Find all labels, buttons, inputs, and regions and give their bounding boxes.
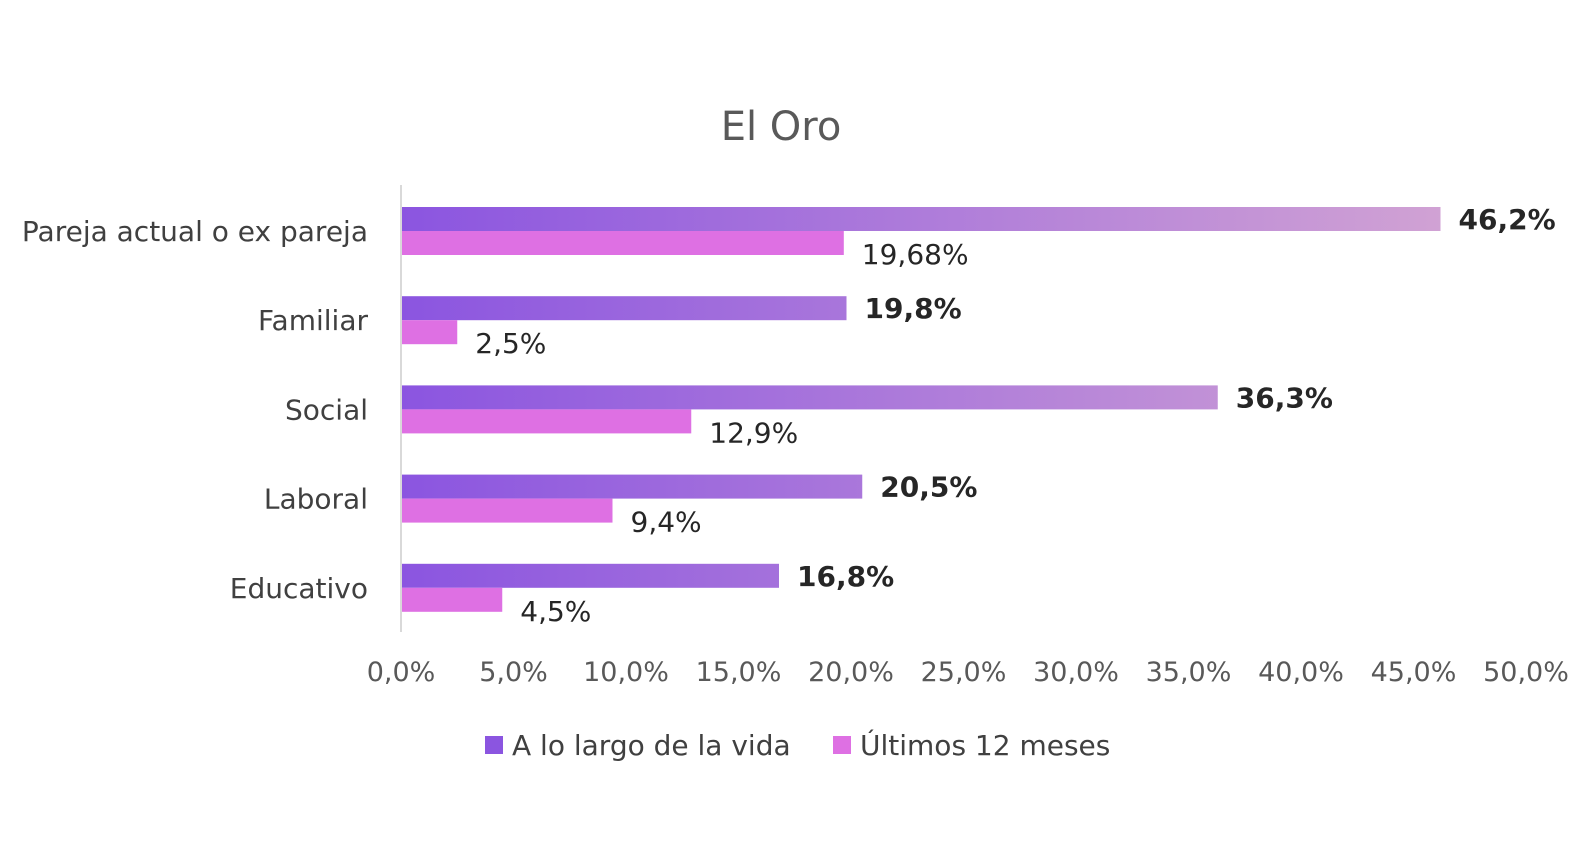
- x-tick-label: 25,0%: [921, 657, 1007, 688]
- x-tick-label: 40,0%: [1258, 657, 1344, 688]
- data-label-lifetime-social: 36,3%: [1236, 381, 1333, 414]
- bar-lifetime-pareja-actual-o-ex-pareja: [401, 207, 1441, 231]
- x-tick-label: 0,0%: [367, 657, 436, 688]
- bars-layer: [401, 207, 1441, 612]
- data-label-last12-familiar: 2,5%: [475, 327, 546, 360]
- x-tick-label: 5,0%: [479, 657, 548, 688]
- bar-lifetime-laboral: [401, 474, 863, 499]
- x-axis-tick-labels: 0,0% 5,0% 10,0% 15,0% 20,0% 25,0% 30,0% 35,0% 40…: [367, 657, 1569, 688]
- category-label-familiar: Familiar: [258, 304, 368, 337]
- bar-last12-laboral: [401, 498, 613, 523]
- data-label-lifetime-familiar: 19,8%: [865, 292, 962, 325]
- x-tick-label: 10,0%: [583, 657, 669, 688]
- data-label-last12-pareja-actual-o-ex-pareja: 19,68%: [862, 238, 969, 271]
- x-tick-label: 35,0%: [1146, 657, 1232, 688]
- data-label-last12-educativo: 4,5%: [520, 595, 591, 628]
- bar-lifetime-social: [401, 385, 1218, 410]
- legend-label-last12: Últimos 12 meses: [860, 728, 1110, 762]
- x-tick-label: 30,0%: [1033, 657, 1119, 688]
- bar-lifetime-educativo: [401, 563, 779, 588]
- bar-last12-pareja-actual-o-ex-pareja: [401, 231, 844, 255]
- category-label-educativo: Educativo: [230, 572, 368, 605]
- bar-last12-social: [401, 409, 692, 434]
- data-label-lifetime-educativo: 16,8%: [797, 560, 894, 593]
- data-label-lifetime-pareja-actual-o-ex-pareja: 46,2%: [1459, 203, 1556, 236]
- category-labels: Pareja actual o ex pareja Familiar Social L…: [22, 215, 369, 605]
- legend-label-lifetime: A lo largo de la vida: [512, 729, 791, 762]
- legend-swatch-lifetime: [485, 736, 503, 754]
- bar-last12-familiar: [401, 320, 458, 345]
- category-label-laboral: Laboral: [264, 483, 368, 516]
- bar-lifetime-familiar: [401, 296, 847, 321]
- data-label-last12-social: 12,9%: [709, 416, 798, 449]
- chart-title: El Oro: [721, 104, 842, 150]
- data-label-lifetime-laboral: 20,5%: [880, 471, 977, 504]
- legend: A lo largo de la vida Últimos 12 meses: [485, 728, 1110, 762]
- category-label-social: Social: [285, 393, 368, 426]
- x-tick-label: 50,0%: [1483, 657, 1569, 688]
- x-tick-label: 45,0%: [1371, 657, 1457, 688]
- x-tick-label: 20,0%: [808, 657, 894, 688]
- category-label-pareja-actual-o-ex-pareja: Pareja actual o ex pareja: [22, 215, 368, 248]
- bar-last12-educativo: [401, 587, 503, 612]
- data-label-last12-laboral: 9,4%: [631, 506, 702, 539]
- data-labels: 46,2% 19,68% 19,8% 2,5% 36,3% 12,9% 20,5% 9,4% 1…: [475, 203, 1555, 628]
- x-tick-label: 15,0%: [696, 657, 782, 688]
- legend-swatch-last12: [833, 736, 851, 754]
